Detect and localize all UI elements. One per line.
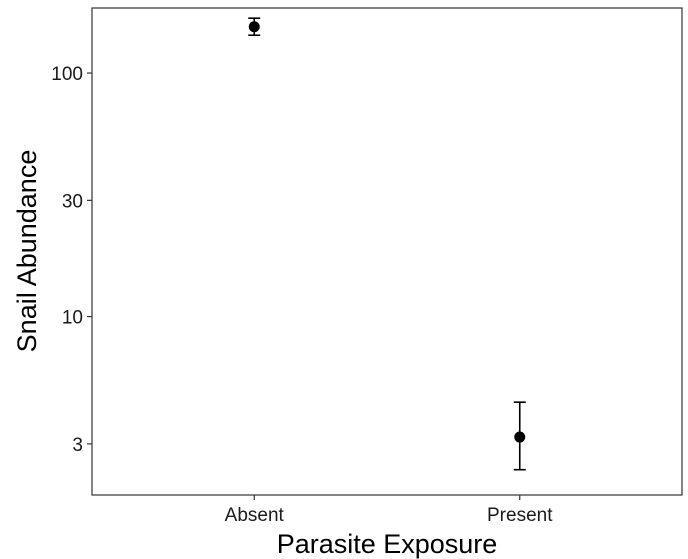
data-point bbox=[248, 21, 260, 33]
y-tick-label: 3 bbox=[72, 435, 83, 456]
plot-panel-border bbox=[91, 7, 683, 496]
y-tick-label: 30 bbox=[62, 191, 83, 212]
data-point bbox=[514, 431, 526, 443]
y-tick-label: 100 bbox=[51, 64, 83, 85]
x-axis-title: Parasite Exposure bbox=[277, 529, 498, 559]
y-axis: 3 10 30 100 bbox=[51, 64, 92, 456]
x-tick-label: Present bbox=[487, 505, 553, 526]
y-tick-label: 10 bbox=[62, 308, 83, 329]
y-axis-title: Snail Abundance bbox=[12, 150, 42, 353]
x-axis: Absent Present bbox=[225, 495, 553, 526]
x-tick-label: Absent bbox=[225, 505, 285, 526]
data-layer bbox=[248, 17, 526, 471]
